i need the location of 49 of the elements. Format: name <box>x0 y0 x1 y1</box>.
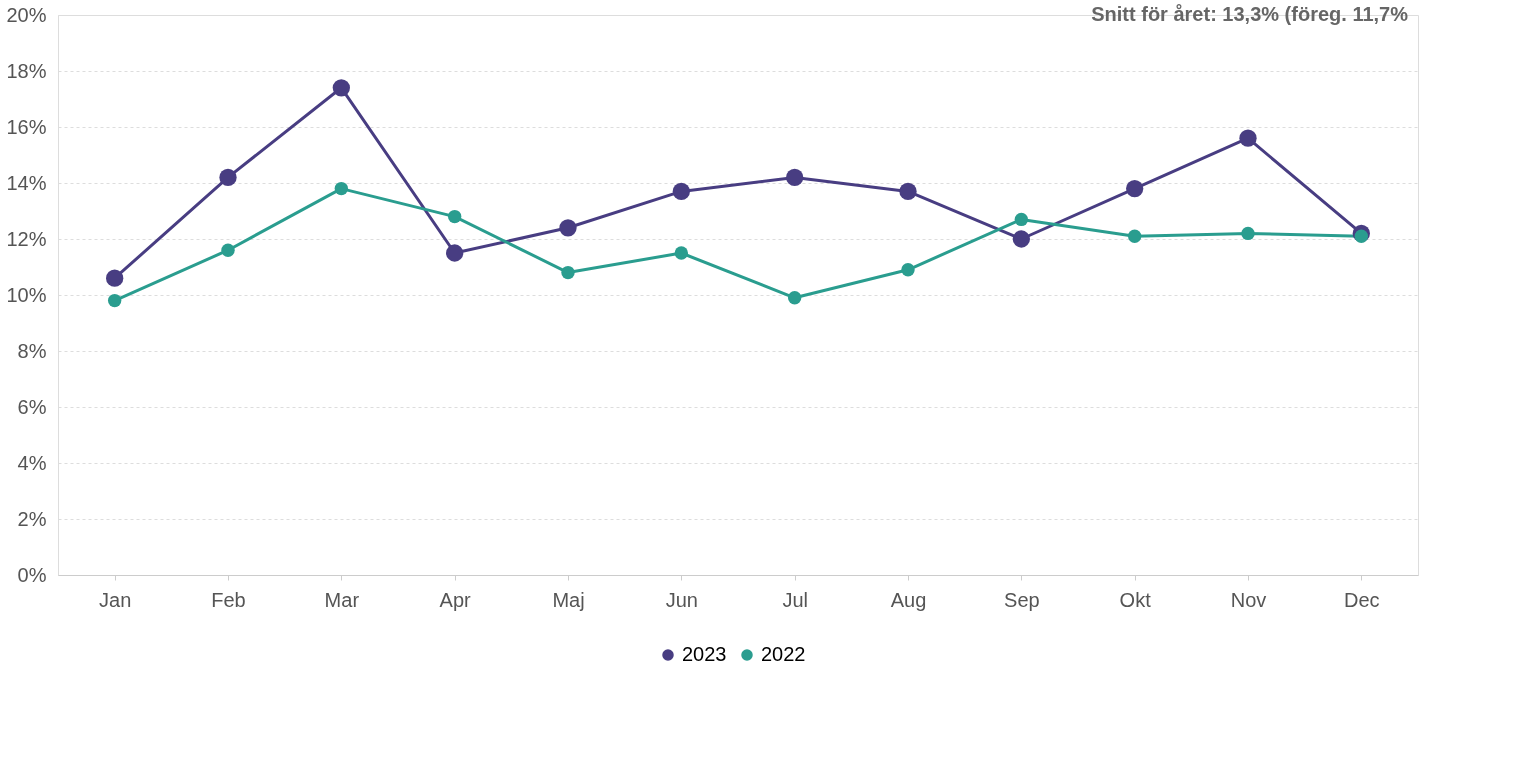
x-tick-label: Mar <box>324 588 360 611</box>
y-tick-label: 12% <box>6 227 47 250</box>
x-tick-label: Jan <box>99 588 132 611</box>
y-tick-label: 0% <box>17 563 47 586</box>
point <box>1241 226 1255 241</box>
point <box>219 168 237 187</box>
point <box>1014 212 1029 227</box>
legend-label: 2023 <box>682 643 727 665</box>
x-tick-label: Sep <box>1004 588 1040 611</box>
point <box>787 291 802 305</box>
y-tick-label: 8% <box>17 339 47 362</box>
y-tick-label: 18% <box>6 59 47 82</box>
point <box>899 182 917 201</box>
point <box>1239 129 1257 147</box>
x-tick-label: Feb <box>211 588 246 611</box>
point <box>786 168 804 187</box>
point <box>1354 229 1369 243</box>
point <box>107 293 122 308</box>
point <box>1126 179 1144 198</box>
point <box>446 244 464 262</box>
y-tick-label: 2% <box>17 507 47 530</box>
point <box>1012 230 1030 248</box>
annotation: Snitt för året: 13,3% (föreg. 11,7% <box>1091 3 1409 25</box>
x-tick-label: Apr <box>439 588 472 611</box>
x-tick-label: Nov <box>1230 588 1267 611</box>
x-tick-label: Aug <box>890 588 927 611</box>
x-tick-label: Jun <box>665 588 698 611</box>
point <box>1127 229 1142 243</box>
x-tick-label: Jul <box>782 588 808 611</box>
x-tick-label: Okt <box>1119 588 1152 611</box>
point <box>106 269 124 287</box>
x-tick-label: Maj <box>552 588 585 611</box>
point <box>334 181 349 196</box>
y-tick-label: 16% <box>6 115 47 138</box>
y-tick-label: 14% <box>6 171 47 194</box>
point <box>221 243 235 257</box>
point <box>559 219 577 237</box>
point <box>672 182 690 201</box>
point <box>674 246 689 260</box>
point <box>447 209 462 224</box>
y-tick-label: 20% <box>6 3 47 26</box>
point <box>332 79 350 97</box>
y-tick-label: 4% <box>17 451 47 474</box>
point <box>561 265 575 280</box>
y-tick-label: 10% <box>6 283 47 306</box>
point <box>901 263 915 277</box>
x-tick-label: Dec <box>1344 588 1380 611</box>
y-tick-label: 6% <box>17 395 47 418</box>
legend-label: 2022 <box>761 643 806 665</box>
